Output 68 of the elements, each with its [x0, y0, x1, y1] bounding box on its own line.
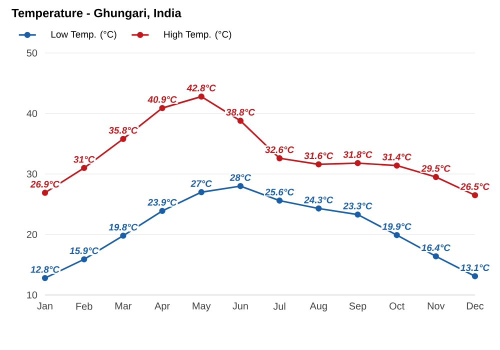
- x-tick-label: May: [192, 302, 211, 312]
- data-label: 19.8°C: [108, 224, 138, 231]
- x-tick-label: Sep: [349, 302, 366, 312]
- point: [472, 273, 478, 280]
- point: [198, 93, 204, 100]
- point: [81, 256, 88, 262]
- x-tick-label: Mar: [115, 302, 132, 310]
- point: [42, 190, 48, 196]
- y-tick-label: 10: [27, 291, 38, 299]
- y-tick-label: 30: [26, 170, 38, 178]
- x-tick-label: Jan: [37, 302, 52, 310]
- data-label: 32.6°C: [265, 146, 294, 154]
- data-label: 35.8°C: [108, 127, 138, 134]
- data-label: 40.9°C: [148, 96, 177, 103]
- x-tick-label: Apr: [154, 302, 170, 312]
- point: [81, 164, 88, 172]
- data-label: 31.8°C: [343, 151, 372, 158]
- point: [276, 155, 283, 162]
- point: [432, 174, 440, 180]
- point: [316, 205, 322, 212]
- point: [276, 198, 283, 204]
- point: [472, 192, 478, 198]
- x-tick-label: Aug: [310, 302, 327, 312]
- legend-label: Low Temp. (°C): [51, 30, 116, 40]
- x-tick-label: Feb: [76, 302, 92, 310]
- data-label: 23.3°C: [343, 202, 372, 210]
- data-label: 26.5°C: [460, 183, 490, 190]
- data-label: 25.6°C: [264, 188, 294, 196]
- point: [237, 118, 244, 124]
- data-label: 29.5°C: [421, 165, 451, 172]
- point: [42, 274, 48, 282]
- data-label: 31.4°C: [382, 154, 412, 160]
- data-label: 15.9°C: [70, 247, 99, 254]
- data-label: 16.4°C: [422, 244, 451, 252]
- data-label: 38.8°C: [226, 108, 256, 116]
- point: [159, 104, 166, 112]
- data-label: 31.6°C: [304, 152, 334, 160]
- point: [316, 161, 322, 168]
- data-label: 42.8°C: [186, 84, 216, 92]
- data-label: 27°C: [190, 180, 212, 187]
- point: [354, 211, 361, 218]
- point: [394, 232, 400, 238]
- data-label: 19.9°C: [382, 223, 412, 230]
- data-label: 26.9°C: [30, 180, 60, 188]
- y-tick-label: 40: [26, 110, 38, 118]
- data-label: 28°C: [230, 174, 252, 181]
- point: [120, 136, 126, 142]
- y-tick-label: 20: [26, 230, 38, 238]
- point: [237, 183, 244, 190]
- y-tick-label: 50: [26, 49, 38, 57]
- data-label: 24.3°C: [304, 196, 334, 204]
- x-tick-label: Dec: [466, 302, 484, 310]
- point: [159, 208, 166, 214]
- data-label: 13.1°C: [460, 264, 490, 272]
- point: [354, 160, 361, 166]
- x-tick-label: Oct: [390, 302, 405, 310]
- data-label: 31°C: [74, 156, 95, 163]
- point: [120, 232, 126, 239]
- x-tick-label: Nov: [428, 302, 445, 310]
- point: [198, 189, 204, 196]
- x-tick-label: Jul: [273, 302, 286, 310]
- point: [394, 162, 400, 169]
- legend-label: High Temp. (°C): [164, 30, 232, 40]
- point: [432, 253, 440, 260]
- data-label: 12.8°C: [30, 266, 60, 273]
- x-tick-label: Jun: [232, 302, 248, 310]
- data-label: 23.9°C: [148, 199, 177, 206]
- chart-title: Temperature - Ghungari, India: [12, 8, 182, 20]
